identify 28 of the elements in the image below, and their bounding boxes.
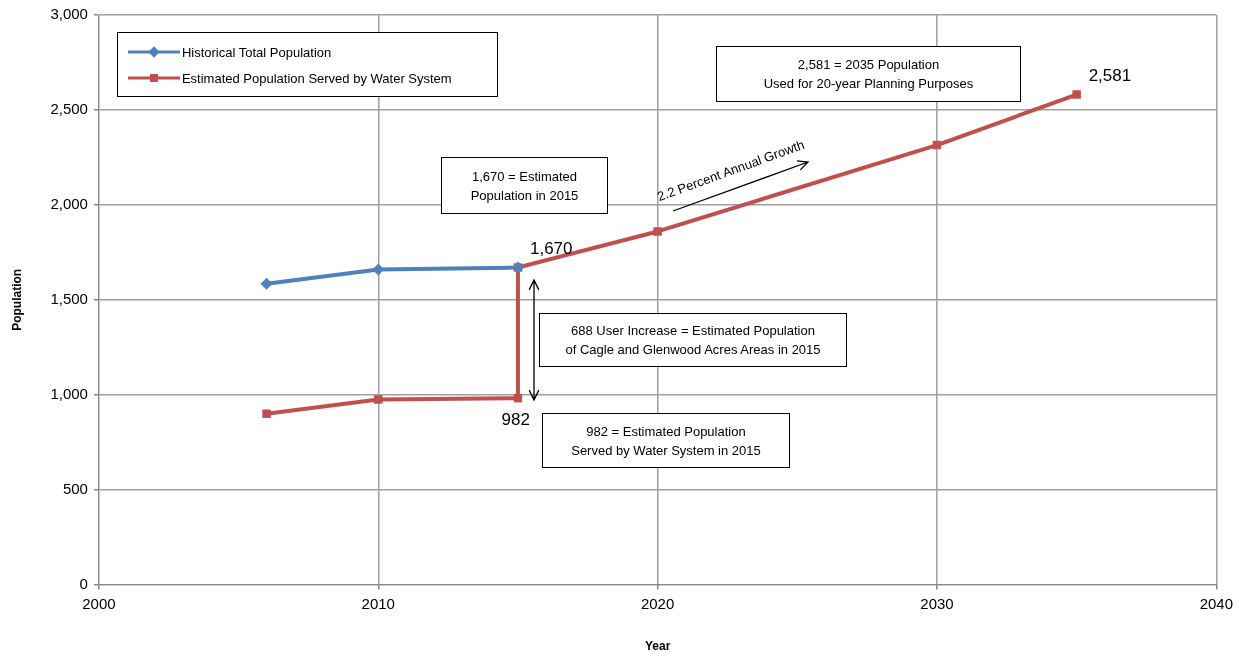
x-tick-label: 2010 [361, 594, 395, 612]
point [374, 395, 383, 404]
point [262, 409, 271, 418]
point [260, 277, 273, 290]
x-tick-label: 2020 [640, 594, 675, 612]
y-tick-label: 500 [62, 479, 88, 497]
callout-box: 982 = Estimated Population Served by Water System in 2015 [542, 413, 790, 468]
y-tick-label: 1,000 [50, 384, 88, 402]
data-label: 1,670 [529, 238, 573, 258]
y-tick-label: 2,500 [50, 100, 88, 118]
legend-label: Historical Total Population [181, 44, 332, 60]
callout-box: 688 User Increase = Estimated Population of Cagle and Glenwood Acres Areas in 2015 [539, 313, 847, 367]
data-label: 982 [501, 410, 530, 430]
callout-box: 2,581 = 2035 Population Used for 20-year Planning Purposes [716, 46, 1021, 102]
x-tick-label: 2040 [1199, 594, 1233, 612]
y-axis-title: Population [9, 268, 24, 331]
y-tick-label: 3,000 [50, 5, 88, 23]
x-tick-label: 2000 [82, 594, 116, 612]
y-tick-label: 1,500 [50, 289, 88, 307]
point [653, 227, 662, 236]
data-label: 2,581 [1088, 65, 1132, 85]
callout-box: 1,670 = Estimated Population in 2015 [441, 157, 608, 214]
y-tick-label: 2,000 [50, 195, 88, 213]
x-axis-title: Year [644, 639, 671, 654]
legend-label: Estimated Population Served by Water System [181, 70, 452, 86]
y-tick-label: 0 [79, 574, 88, 592]
point [1072, 90, 1081, 99]
x-tick-label: 2030 [920, 594, 954, 612]
